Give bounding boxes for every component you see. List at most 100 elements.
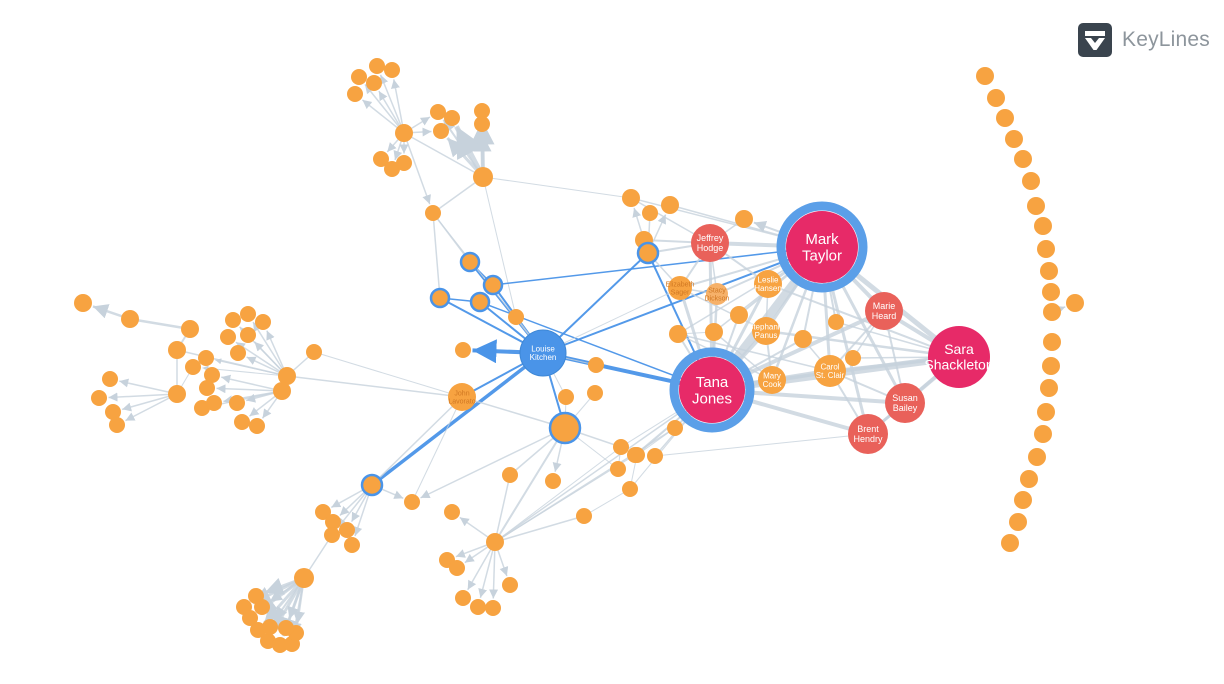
graph-node[interactable] <box>1042 357 1060 375</box>
graph-node[interactable] <box>1020 470 1038 488</box>
graph-node[interactable] <box>225 312 241 328</box>
graph-node-mark-taylor[interactable]: Mark Taylor <box>776 201 868 293</box>
graph-node[interactable] <box>705 323 723 341</box>
graph-node[interactable] <box>344 537 360 553</box>
graph-node[interactable] <box>636 241 660 265</box>
graph-node[interactable] <box>242 610 258 626</box>
graph-node[interactable] <box>240 327 256 343</box>
graph-node[interactable] <box>642 205 658 221</box>
graph-node[interactable] <box>1001 534 1019 552</box>
graph-node-leslie-hansen[interactable]: Leslie Hansen <box>754 270 782 298</box>
graph-node[interactable] <box>315 504 331 520</box>
graph-node[interactable] <box>168 385 186 403</box>
graph-node[interactable] <box>508 309 524 325</box>
graph-node-louise-kitchen[interactable]: Louise Kitchen <box>519 329 567 377</box>
graph-node[interactable] <box>369 58 385 74</box>
graph-node[interactable] <box>502 577 518 593</box>
graph-node[interactable] <box>669 325 687 343</box>
graph-node[interactable] <box>102 371 118 387</box>
graph-node[interactable] <box>610 461 626 477</box>
graph-node[interactable] <box>249 418 265 434</box>
graph-node[interactable] <box>545 473 561 489</box>
graph-node[interactable] <box>474 116 490 132</box>
graph-node[interactable] <box>1034 425 1052 443</box>
graph-node[interactable] <box>459 251 481 273</box>
graph-node[interactable] <box>198 350 214 366</box>
graph-node-brent-hendry[interactable]: Brent Hendry <box>848 414 888 454</box>
graph-node[interactable] <box>255 314 271 330</box>
graph-node[interactable] <box>273 382 291 400</box>
graph-node[interactable] <box>351 69 367 85</box>
graph-node[interactable] <box>647 448 663 464</box>
graph-node-mary-cook[interactable]: Mary Cook <box>758 366 786 394</box>
graph-node[interactable] <box>425 205 441 221</box>
graph-node[interactable] <box>576 508 592 524</box>
graph-node[interactable] <box>1022 172 1040 190</box>
graph-node[interactable] <box>74 294 92 312</box>
graph-node[interactable] <box>485 600 501 616</box>
graph-node[interactable] <box>404 494 420 510</box>
graph-node[interactable] <box>433 123 449 139</box>
graph-node[interactable] <box>1037 240 1055 258</box>
graph-node[interactable] <box>199 380 215 396</box>
graph-node[interactable] <box>1043 303 1061 321</box>
graph-node[interactable] <box>444 504 460 520</box>
graph-node[interactable] <box>230 345 246 361</box>
graph-node[interactable] <box>347 86 363 102</box>
graph-node[interactable] <box>486 533 504 551</box>
graph-node[interactable] <box>474 103 490 119</box>
graph-node[interactable] <box>240 306 256 322</box>
graph-node[interactable] <box>181 320 199 338</box>
graph-node[interactable] <box>220 329 236 345</box>
graph-node[interactable] <box>622 481 638 497</box>
graph-node[interactable] <box>548 411 582 445</box>
graph-node[interactable] <box>455 590 471 606</box>
graph-node[interactable] <box>735 210 753 228</box>
graph-node[interactable] <box>661 196 679 214</box>
graph-node[interactable] <box>430 104 446 120</box>
graph-node-marie-heard[interactable]: Marie Heard <box>865 292 903 330</box>
graph-node-tana-jones[interactable]: Tana Jones <box>669 347 755 433</box>
graph-node[interactable] <box>105 404 121 420</box>
graph-node[interactable] <box>185 359 201 375</box>
graph-node[interactable] <box>1037 403 1055 421</box>
graph-node[interactable] <box>366 75 382 91</box>
graph-node[interactable] <box>168 341 186 359</box>
graph-node[interactable] <box>1043 333 1061 351</box>
graph-node[interactable] <box>109 417 125 433</box>
graph-node[interactable] <box>482 274 504 296</box>
graph-node[interactable] <box>1005 130 1023 148</box>
graph-node[interactable] <box>627 447 643 463</box>
graph-node[interactable] <box>730 306 748 324</box>
graph-node[interactable] <box>121 310 139 328</box>
graph-node[interactable] <box>470 599 486 615</box>
graph-node[interactable] <box>976 67 994 85</box>
graph-node[interactable] <box>91 390 107 406</box>
graph-node[interactable] <box>294 568 314 588</box>
graph-node[interactable] <box>1009 513 1027 531</box>
graph-node[interactable] <box>262 619 278 635</box>
graph-node[interactable] <box>449 560 465 576</box>
graph-node[interactable] <box>996 109 1014 127</box>
graph-node[interactable] <box>622 189 640 207</box>
graph-node[interactable] <box>558 389 574 405</box>
graph-node[interactable] <box>306 344 322 360</box>
graph-node[interactable] <box>1028 448 1046 466</box>
graph-node[interactable] <box>794 330 812 348</box>
graph-node[interactable] <box>254 599 270 615</box>
graph-node[interactable] <box>1027 197 1045 215</box>
graph-node[interactable] <box>206 395 222 411</box>
graph-node[interactable] <box>469 291 491 313</box>
graph-node[interactable] <box>845 350 861 366</box>
graph-node[interactable] <box>384 62 400 78</box>
graph-node[interactable] <box>473 167 493 187</box>
graph-node[interactable] <box>613 439 629 455</box>
graph-node[interactable] <box>360 473 384 497</box>
graph-node[interactable] <box>667 420 683 436</box>
graph-node[interactable] <box>828 314 844 330</box>
graph-node[interactable] <box>1040 262 1058 280</box>
graph-node[interactable] <box>429 287 451 309</box>
graph-node-carol-st-clair[interactable]: Carol St. Clair <box>814 355 846 387</box>
graph-node[interactable] <box>396 155 412 171</box>
